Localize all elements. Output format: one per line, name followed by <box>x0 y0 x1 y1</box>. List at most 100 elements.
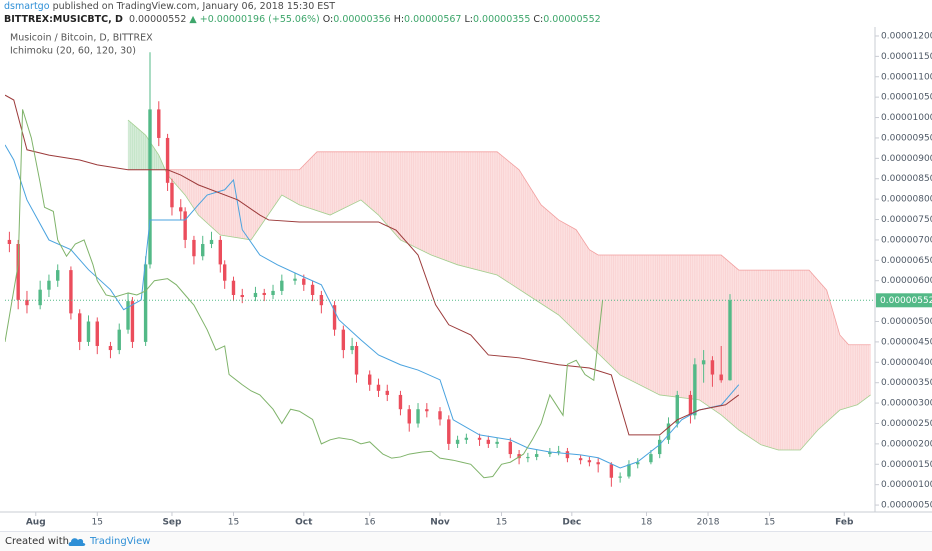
cloud-fill <box>786 269 790 451</box>
cloud-fill <box>833 312 836 417</box>
cloud-fill <box>338 151 342 211</box>
cloud-fill <box>512 164 515 287</box>
cloud-fill <box>389 151 392 231</box>
candle-body <box>728 300 732 381</box>
candle-body <box>578 458 583 461</box>
cloud-fill <box>615 254 619 374</box>
cloud-fill <box>624 254 627 379</box>
brand[interactable]: TradingView <box>90 536 151 547</box>
cloud-fill <box>835 319 838 415</box>
ichimoku-line <box>5 144 740 469</box>
cloud-fill <box>393 151 397 236</box>
cloud-fill <box>505 158 509 283</box>
cloud-fill <box>604 254 608 363</box>
cloud-fill <box>745 269 748 437</box>
candle-body <box>240 294 244 298</box>
candle-body <box>495 441 499 444</box>
cloud-fill <box>382 151 386 223</box>
cloud-fill <box>633 254 636 383</box>
cloud-fill <box>351 151 355 205</box>
cloud-fill <box>330 151 333 216</box>
cloud-fill <box>180 169 184 193</box>
candle-body <box>341 329 346 351</box>
x-tick-label: 15 <box>496 518 507 528</box>
cloud-fill <box>841 337 845 410</box>
cloud-fill <box>213 169 217 232</box>
cloud-fill <box>747 269 750 438</box>
cloud-fill <box>523 176 526 294</box>
ohlc-key: H: <box>393 14 405 25</box>
ichimoku-line <box>5 94 740 436</box>
cloud-fill <box>501 155 504 280</box>
cloud-fill <box>472 151 476 270</box>
cloud-fill <box>455 151 458 266</box>
cloud-fill <box>732 264 735 427</box>
y-tick-label: 0.00000200 <box>881 439 932 449</box>
cloud-fill <box>657 254 660 396</box>
cloud-fill <box>606 254 610 365</box>
x-tick-label: 2018 <box>697 518 720 528</box>
candle-body <box>534 454 539 457</box>
y-tick-label: 0.00001100 <box>881 72 932 82</box>
cloud-fill <box>813 274 816 436</box>
candle-body <box>548 452 552 455</box>
candle-body <box>16 244 20 300</box>
cloud-fill <box>281 169 285 197</box>
cloud-fill <box>400 151 403 242</box>
header-line-1: dsmartgo published on TradingView.com, J… <box>4 0 932 13</box>
cloud-fill <box>589 249 592 348</box>
cloud-fill <box>514 165 518 289</box>
cloud-fill <box>261 169 265 225</box>
cloud-fill <box>681 254 685 399</box>
cloud-fill <box>602 254 605 361</box>
cloud-fill <box>178 169 181 191</box>
candle-body <box>170 182 174 208</box>
cloud-fill <box>545 208 548 309</box>
cloud-fill <box>437 151 441 259</box>
cloud-fill <box>846 341 849 409</box>
cloud-fill <box>299 167 302 206</box>
candle-body <box>710 360 715 375</box>
cloud-fill <box>670 254 674 397</box>
cloud-fill <box>806 269 810 443</box>
cloud-fill <box>290 169 293 202</box>
y-tick-label: 0.00000500 <box>881 317 932 327</box>
cloud-fill <box>630 254 634 382</box>
cloud-fill <box>461 151 465 267</box>
cloud-fill <box>685 254 689 399</box>
cloud-fill <box>141 130 144 170</box>
cloud-fill <box>270 169 274 212</box>
cloud-fill <box>778 269 781 451</box>
candle-body <box>688 394 693 416</box>
candle-body <box>148 109 152 265</box>
cloud-fill <box>321 151 324 214</box>
author[interactable]: dsmartgo <box>4 1 50 12</box>
cloud-fill <box>655 254 658 395</box>
candle-body <box>596 462 600 465</box>
ohlc-key: O: <box>322 14 334 25</box>
cloud-fill <box>439 151 443 260</box>
cloud-fill <box>420 151 423 251</box>
y-tick-label: 0.00000650 <box>881 256 932 266</box>
cloud-fill <box>760 269 764 446</box>
cloud-fill <box>422 151 425 253</box>
cloud-fill <box>222 169 225 236</box>
cloud-fill <box>844 339 847 409</box>
cloud-fill <box>446 151 449 262</box>
cloud-fill <box>369 151 373 210</box>
cloud-fill <box>547 210 550 310</box>
candle-body <box>517 454 521 459</box>
cloud-fill <box>308 158 311 209</box>
cloud-fill <box>253 169 256 238</box>
cloud-fill <box>215 169 219 234</box>
y-tick-label: 0.00001000 <box>881 113 932 123</box>
cloud-fill <box>543 206 546 307</box>
candle-body <box>332 305 337 330</box>
cloud-fill <box>635 254 638 385</box>
cloud-fill <box>622 254 625 378</box>
cloud-fill <box>652 254 656 393</box>
cloud-fill <box>558 219 561 318</box>
cloud-fill <box>644 254 647 389</box>
candle-body <box>302 278 306 285</box>
candle-body <box>130 301 135 342</box>
